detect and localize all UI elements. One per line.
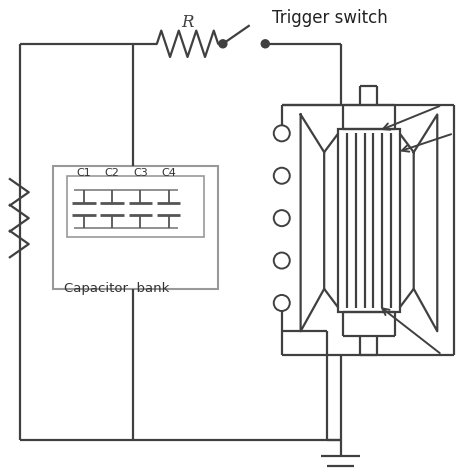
Bar: [67, 176, 204, 237]
Text: C3: C3: [133, 168, 148, 178]
Text: Capacitor  bank: Capacitor bank: [64, 282, 170, 295]
Bar: [338, 128, 400, 312]
Circle shape: [218, 39, 228, 48]
Text: R: R: [181, 14, 194, 31]
Text: C2: C2: [105, 168, 119, 178]
Text: C4: C4: [161, 168, 176, 178]
Bar: [53, 166, 218, 289]
Circle shape: [261, 39, 270, 48]
Text: C1: C1: [76, 168, 91, 178]
Text: Trigger switch: Trigger switch: [273, 9, 388, 27]
